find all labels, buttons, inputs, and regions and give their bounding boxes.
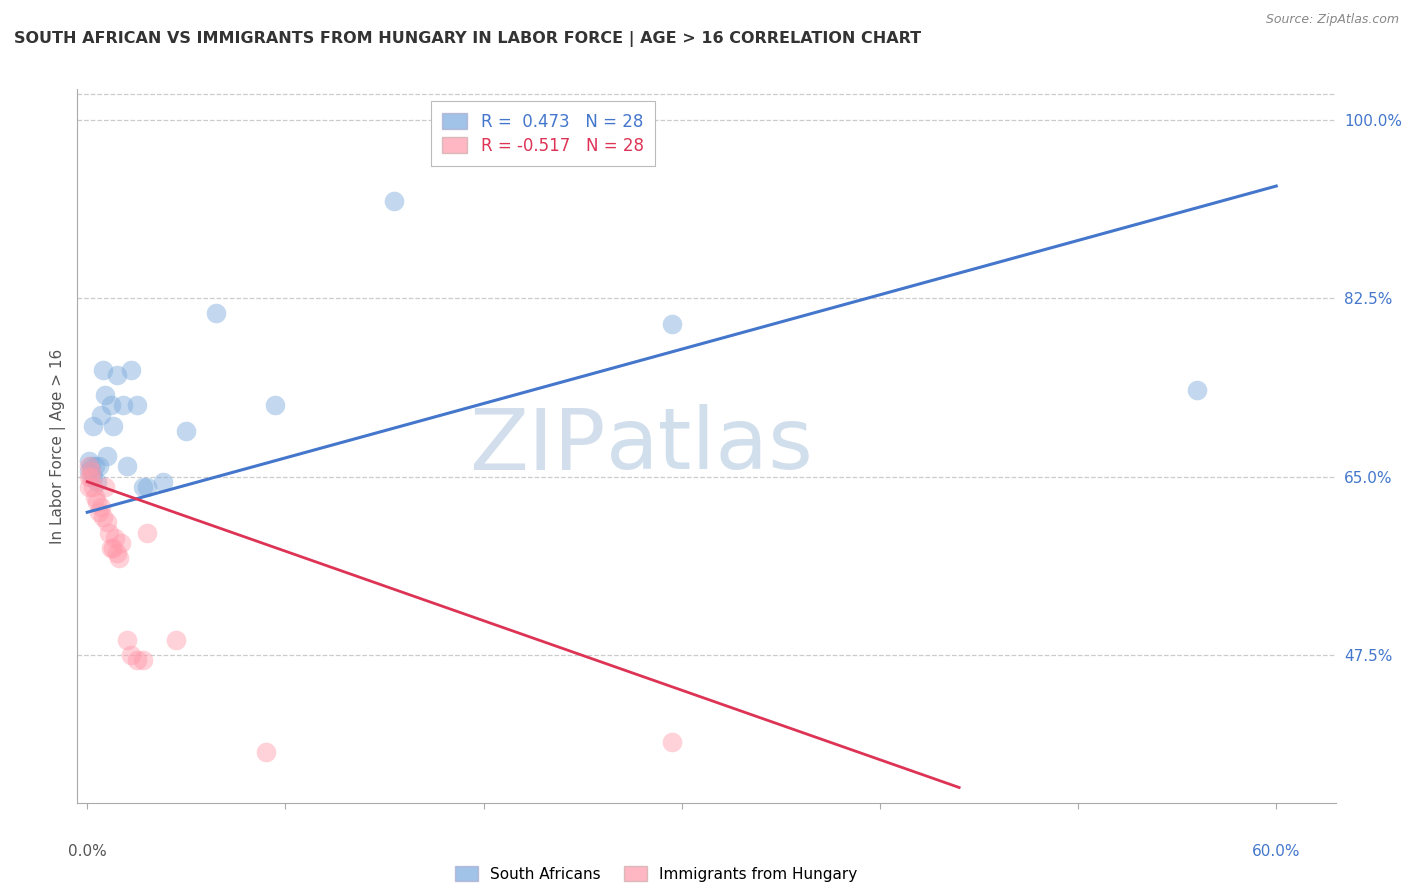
Legend: South Africans, Immigrants from Hungary: South Africans, Immigrants from Hungary xyxy=(449,860,863,888)
Point xyxy=(105,546,128,560)
Text: 60.0%: 60.0% xyxy=(1251,844,1301,859)
Point xyxy=(132,480,155,494)
Point xyxy=(90,409,112,423)
Point xyxy=(82,418,104,433)
Point xyxy=(80,465,103,479)
Point xyxy=(96,516,118,530)
Point xyxy=(1185,383,1208,397)
Point xyxy=(84,490,107,504)
Point xyxy=(105,368,128,382)
Point xyxy=(176,424,198,438)
Point xyxy=(84,459,107,474)
Point xyxy=(80,459,103,474)
Point xyxy=(100,398,122,412)
Point xyxy=(384,194,406,209)
Point xyxy=(661,317,683,331)
Y-axis label: In Labor Force | Age > 16: In Labor Force | Age > 16 xyxy=(51,349,66,543)
Text: 0.0%: 0.0% xyxy=(67,844,107,859)
Point xyxy=(135,525,157,540)
Point xyxy=(165,632,187,647)
Point xyxy=(86,475,108,489)
Point xyxy=(100,541,122,555)
Point xyxy=(82,480,104,494)
Point xyxy=(152,475,174,489)
Point xyxy=(125,398,148,412)
Point xyxy=(89,505,111,519)
Point xyxy=(125,653,148,667)
Point xyxy=(77,480,100,494)
Point xyxy=(82,469,104,483)
Point xyxy=(104,531,127,545)
Point xyxy=(77,469,100,483)
Point xyxy=(80,469,103,483)
Point xyxy=(101,541,124,555)
Point xyxy=(115,459,138,474)
Point xyxy=(89,459,111,474)
Point xyxy=(264,398,287,412)
Point xyxy=(108,551,131,566)
Point xyxy=(94,388,117,402)
Point xyxy=(120,362,142,376)
Text: Source: ZipAtlas.com: Source: ZipAtlas.com xyxy=(1265,13,1399,27)
Point xyxy=(110,536,132,550)
Point xyxy=(90,500,112,515)
Point xyxy=(101,418,124,433)
Point xyxy=(77,465,100,479)
Point xyxy=(98,525,121,540)
Point xyxy=(86,495,108,509)
Point xyxy=(205,306,228,320)
Point xyxy=(96,449,118,463)
Point xyxy=(77,459,100,474)
Text: ZIP: ZIP xyxy=(470,404,606,488)
Point xyxy=(94,480,117,494)
Point xyxy=(135,480,157,494)
Point xyxy=(661,734,683,748)
Point xyxy=(91,362,114,376)
Point xyxy=(132,653,155,667)
Point xyxy=(91,510,114,524)
Text: atlas: atlas xyxy=(606,404,814,488)
Point xyxy=(120,648,142,662)
Point xyxy=(254,745,277,759)
Text: SOUTH AFRICAN VS IMMIGRANTS FROM HUNGARY IN LABOR FORCE | AGE > 16 CORRELATION C: SOUTH AFRICAN VS IMMIGRANTS FROM HUNGARY… xyxy=(14,31,921,47)
Point xyxy=(111,398,134,412)
Point xyxy=(77,454,100,468)
Point xyxy=(115,632,138,647)
